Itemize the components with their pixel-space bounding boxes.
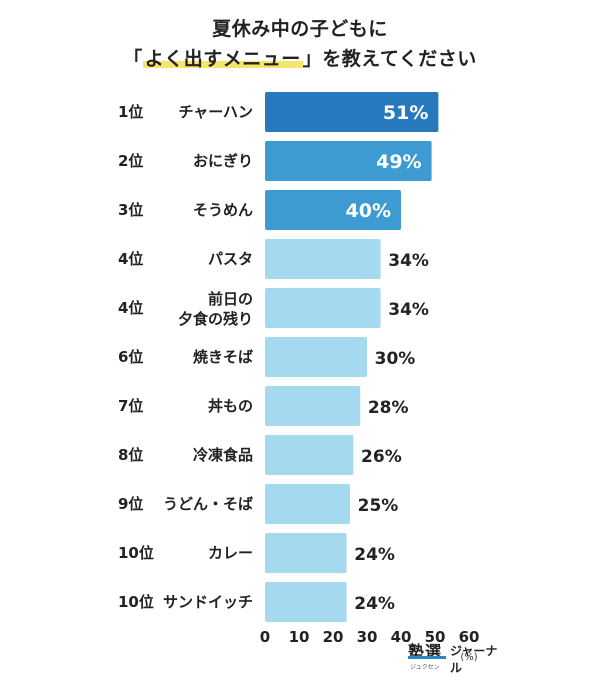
- rank-label: 4位: [118, 250, 143, 268]
- rank-label: 10位: [118, 593, 154, 611]
- rank-label: 2位: [118, 152, 143, 170]
- bar: [265, 92, 439, 132]
- rank-label: 9位: [118, 495, 143, 513]
- logo-mark: 塾選: [408, 638, 446, 662]
- bar: [265, 141, 432, 181]
- title-bracket-close: 」を教えてください: [302, 48, 477, 70]
- category-label: そうめん: [193, 201, 253, 219]
- bar: [265, 386, 361, 426]
- x-tick-label: 20: [323, 628, 344, 646]
- bar: [265, 582, 347, 622]
- bar: [265, 435, 354, 475]
- value-label: 40%: [346, 200, 391, 222]
- value-label: 25%: [358, 496, 399, 516]
- category-label: おにぎり: [193, 152, 253, 170]
- value-label: 49%: [376, 151, 421, 173]
- rank-label: 3位: [118, 201, 143, 219]
- value-label: 34%: [388, 251, 429, 271]
- category-label: 夕食の残り: [178, 310, 253, 328]
- x-tick-label: 30: [357, 628, 378, 646]
- rank-label: 6位: [118, 348, 143, 366]
- value-label: 28%: [368, 398, 409, 418]
- x-tick-label: 40: [391, 628, 412, 646]
- category-label: 丼もの: [208, 397, 253, 415]
- category-label: 焼きそば: [193, 348, 253, 366]
- rank-label: 1位: [118, 103, 143, 121]
- title-highlight: よく出すメニュー: [142, 48, 303, 70]
- value-label: 26%: [361, 447, 402, 467]
- value-label: 30%: [375, 349, 416, 369]
- axis-unit-label: (%): [460, 652, 477, 663]
- bar: [265, 337, 367, 377]
- category-label: サンドイッチ: [163, 593, 253, 611]
- rank-label: 4位: [118, 299, 143, 317]
- value-label: 24%: [354, 594, 395, 614]
- bar: [265, 190, 401, 230]
- logo-subtext: ジュクセン: [410, 664, 440, 671]
- chart-title-line-2: 「よく出すメニュー 」を教えてください: [0, 44, 600, 71]
- category-label: 冷凍食品: [193, 446, 253, 464]
- x-tick-label: 10: [289, 628, 310, 646]
- logo-text: ジャーナル: [450, 644, 498, 675]
- category-label: カレー: [208, 544, 253, 562]
- category-label: 前日の: [208, 290, 253, 308]
- category-label: うどん・そば: [163, 495, 253, 513]
- x-tick-label: 50: [425, 628, 446, 646]
- rank-label: 7位: [118, 397, 143, 415]
- category-label: パスタ: [208, 250, 253, 268]
- rank-label: 8位: [118, 446, 143, 464]
- rank-label: 10位: [118, 544, 154, 562]
- x-tick-label: 0: [260, 628, 270, 646]
- bar: [265, 484, 350, 524]
- value-label: 51%: [383, 102, 428, 124]
- category-label: チャーハン: [178, 103, 253, 121]
- bar: [265, 533, 347, 573]
- value-label: 34%: [388, 300, 429, 320]
- value-label: 24%: [354, 545, 395, 565]
- bar: [265, 239, 381, 279]
- chart-title-line-1: 夏休み中の子どもに: [212, 18, 388, 40]
- x-tick-label: 60: [459, 628, 480, 646]
- bar: [265, 288, 381, 328]
- title-bracket-open: 「: [123, 48, 143, 70]
- brand-logo: 塾選 ジュクセン ジャーナル: [408, 638, 498, 678]
